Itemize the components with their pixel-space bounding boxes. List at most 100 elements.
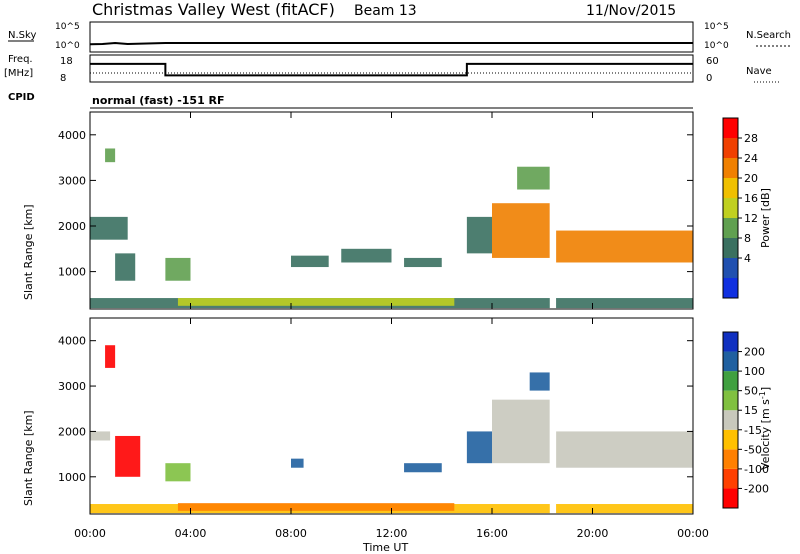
power-colorbar-swatch	[723, 138, 738, 158]
power-region-4	[115, 253, 136, 281]
velocity-ylabel: Slant Range [km]	[22, 410, 35, 506]
time-tick-label: 00:00	[677, 527, 709, 540]
freq-label-2: [MHz]	[4, 68, 33, 79]
power-region-9	[466, 216, 492, 254]
power-colorbar-swatch	[723, 178, 738, 198]
power-colorbar-swatch	[723, 238, 738, 258]
power-cells	[90, 112, 693, 309]
velocity-colorbar-swatch	[723, 332, 738, 352]
nsky-frame	[89, 21, 694, 53]
velocity-colorbar-swatch	[723, 488, 738, 508]
power-region-8	[404, 257, 442, 268]
power-colorbar-swatch	[723, 218, 738, 238]
power-region-7	[341, 248, 392, 263]
velocity-colorbar-swatch	[723, 351, 738, 372]
velocity-region-1	[177, 503, 455, 511]
cpid-label: CPID	[8, 92, 35, 103]
velocity-ytick-label: 3000	[58, 380, 86, 393]
power-colorbar-frame	[722, 117, 739, 299]
velocity-colorbar-tick-label: 100	[744, 365, 765, 378]
time-tick-label: 16:00	[476, 527, 508, 540]
velocity-region-5	[165, 463, 191, 482]
frequency-strip: Freq. [MHz] 18 8 60 0 Nave	[4, 54, 780, 84]
power-colorbar-tick-label: 24	[744, 152, 758, 165]
freq-trace	[90, 62, 693, 77]
power-region-5	[165, 257, 191, 281]
velocity-colorbar-tick-label: 200	[744, 346, 765, 359]
nsky-tick-top: 10^5	[55, 22, 80, 32]
nave-tick-bottom: 0	[706, 73, 712, 84]
velocity-colorbar-swatch	[723, 429, 738, 450]
power-colorbar-tick-label: 28	[744, 132, 758, 145]
velocity-colorbar-frame	[722, 331, 739, 509]
velocity-region-3	[115, 435, 141, 477]
power-region-12	[556, 230, 693, 263]
velocity-colorbar: Velocity [m s-1] 200 100 50 15 -15 -50 -100 -20…	[722, 331, 772, 509]
power-colorbar-tick-label: 20	[744, 172, 758, 185]
velocity-frame	[89, 317, 694, 515]
power-colorbar-tick-label: 8	[744, 232, 751, 245]
time-tick-label: 08:00	[275, 527, 307, 540]
power-colorbar-swatch	[723, 118, 738, 138]
velocity-colorbar-label: Velocity [m s-1]	[758, 387, 772, 470]
velocity-colorbar-tick-label: 15	[744, 404, 758, 417]
freq-frame	[89, 54, 694, 83]
time-tick-label: 12:00	[376, 527, 408, 540]
nsearch-tick-bottom: 10^0	[704, 41, 729, 51]
velocity-yaxis: 4000 3000 2000 1000	[58, 318, 694, 514]
velocity-cells	[90, 318, 693, 514]
power-colorbar-label: Power [dB]	[759, 188, 772, 248]
power-ytick-label: 2000	[58, 220, 86, 233]
power-colorbar-swatch	[723, 258, 738, 278]
time-tick-label: 00:00	[74, 527, 106, 540]
power-region-1	[177, 298, 455, 306]
power-colorbar-tick-label: 12	[744, 212, 758, 225]
nave-tick-top: 60	[706, 56, 719, 67]
power-colorbar: Power [dB] 28 24 20 16 12 8 4	[722, 117, 772, 299]
velocity-colorbar-tick-label: -100	[744, 463, 769, 476]
beam-label: Beam 13	[354, 3, 417, 19]
nave-label: Nave	[746, 66, 772, 77]
velocity-colorbar-tick-label: -50	[744, 443, 762, 456]
velocity-colorbar-tick-label: -15	[744, 424, 762, 437]
velocity-region-6	[291, 458, 304, 468]
freq-tick-bottom: 8	[60, 73, 66, 84]
time-axis-label: Time UT	[362, 541, 408, 554]
velocity-region-2	[105, 345, 116, 368]
power-colorbar-tick-label: 4	[744, 252, 751, 265]
velocity-colorbar-swatch	[723, 410, 738, 430]
nsearch-tick-top: 10^5	[704, 22, 729, 32]
power-data-gap	[549, 112, 557, 309]
freq-label-1: Freq.	[8, 54, 33, 65]
velocity-ytick-label: 1000	[58, 471, 86, 484]
velocity-colorbar-tick-label: 50	[744, 385, 758, 398]
velocity-colorbar-tick-label: -200	[744, 482, 769, 495]
cpid-value: normal (fast) -151 RF	[92, 94, 225, 107]
nsky-label: N.Sky	[8, 30, 36, 41]
power-ytick-label: 4000	[58, 129, 86, 142]
power-ytick-label: 1000	[58, 266, 86, 279]
nsky-strip: N.Sky 10^5 10^0 10^5 10^0 N.Search	[8, 21, 791, 53]
power-region-3	[90, 216, 128, 240]
velocity-colorbar-swatch	[723, 468, 738, 489]
velocity-data-gap	[549, 318, 557, 514]
velocity-region-7	[404, 463, 442, 473]
power-region-6	[291, 255, 329, 268]
power-region-11	[517, 166, 550, 190]
velocity-region-9	[492, 399, 550, 464]
nsky-trace	[89, 41, 693, 46]
power-panel: 4000 3000 2000 1000 Slant Range [km]	[22, 111, 694, 310]
power-ytick-label: 3000	[58, 174, 86, 187]
power-colorbar-swatch	[723, 278, 738, 298]
velocity-colorbar-swatch	[723, 371, 738, 391]
time-tick-label: 04:00	[175, 527, 207, 540]
power-colorbar-tick-label: 16	[744, 192, 758, 205]
nsky-tick-bottom: 10^0	[55, 41, 80, 51]
nsearch-label: N.Search	[746, 30, 791, 41]
velocity-region-11	[556, 431, 693, 468]
power-region-10	[492, 203, 550, 258]
station-title: Christmas Valley West (fitACF)	[92, 0, 335, 19]
velocity-colorbar-swatch	[723, 390, 738, 411]
